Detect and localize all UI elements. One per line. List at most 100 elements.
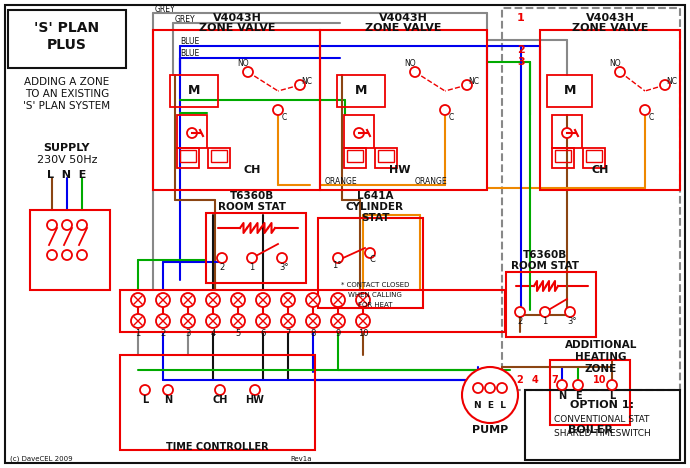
Text: L: L [142,395,148,405]
Text: ZONE: ZONE [585,364,617,374]
Circle shape [540,307,550,317]
Circle shape [131,293,145,307]
Bar [344,115,374,148]
Bar [211,150,227,162]
Text: ROOM STAT: ROOM STAT [511,261,579,271]
Bar [583,148,605,168]
Bar [552,115,582,148]
Text: 3°: 3° [279,263,288,271]
Circle shape [273,105,283,115]
Text: 3°: 3° [567,316,577,326]
Circle shape [281,314,295,328]
Text: 2: 2 [517,375,524,385]
Circle shape [256,293,270,307]
Text: SHARED TIMESWITCH: SHARED TIMESWITCH [553,429,651,438]
Text: HW: HW [389,165,411,175]
Text: BLUE: BLUE [180,50,199,58]
Text: CH: CH [213,395,228,405]
Bar [320,30,487,190]
Text: 2: 2 [517,45,525,55]
Text: 4: 4 [210,329,215,337]
Circle shape [497,383,507,393]
Circle shape [356,293,370,307]
Text: FOR HEAT: FOR HEAT [357,302,392,308]
Text: NC: NC [667,76,678,86]
Text: ORANGE: ORANGE [415,176,448,185]
Text: T6360B: T6360B [230,191,274,201]
Text: 2: 2 [219,263,225,271]
Text: 10: 10 [357,329,368,337]
Bar [177,148,199,168]
Text: 5: 5 [235,329,241,337]
Text: 9: 9 [335,329,341,337]
Text: 1: 1 [542,316,548,326]
Text: V4043H: V4043H [379,13,427,23]
Text: BLUE: BLUE [180,37,199,46]
Text: L  N  E: L N E [48,170,87,180]
Text: NC: NC [469,76,480,86]
Text: GREY: GREY [155,6,176,15]
Text: 1°: 1° [333,262,342,271]
Text: N: N [164,395,172,405]
Text: NO: NO [237,58,249,67]
Text: 10: 10 [593,375,607,385]
Circle shape [331,293,345,307]
Text: OPTION 1:: OPTION 1: [570,400,634,410]
Bar [208,148,230,168]
Circle shape [250,385,260,395]
Circle shape [607,380,617,390]
Text: 6: 6 [260,329,266,337]
Text: NO: NO [609,58,621,67]
Text: NC: NC [302,76,313,86]
Text: 1: 1 [517,13,525,23]
Bar [30,210,110,290]
Circle shape [231,314,245,328]
Text: HW: HW [246,395,264,405]
Text: V4043H: V4043H [213,13,262,23]
Bar [552,148,574,168]
Circle shape [215,385,225,395]
Text: BOILER: BOILER [568,425,613,435]
Bar [586,150,602,162]
Text: ZONE VALVE: ZONE VALVE [199,23,275,33]
Text: L641A: L641A [357,191,393,201]
Circle shape [206,314,220,328]
Circle shape [163,385,173,395]
Bar [318,218,423,308]
Bar [177,115,207,148]
Text: 8: 8 [310,329,316,337]
Text: 3: 3 [186,329,190,337]
Text: ZONE VALVE: ZONE VALVE [365,23,441,33]
Text: M: M [564,85,576,97]
Text: NO: NO [404,58,416,67]
Text: C: C [649,114,653,123]
Text: 7: 7 [551,375,558,385]
Bar [180,150,196,162]
Text: Rev1a: Rev1a [290,456,311,462]
Text: 'S' PLAN: 'S' PLAN [34,21,99,35]
Text: 230V 50Hz: 230V 50Hz [37,155,97,165]
Circle shape [333,253,343,263]
Text: 3: 3 [518,57,525,67]
Text: N: N [558,391,566,401]
Text: 1: 1 [135,329,141,337]
Circle shape [354,128,364,138]
Bar [153,30,320,190]
Circle shape [410,67,420,77]
Bar [525,390,680,460]
Text: ADDING A ZONE: ADDING A ZONE [24,77,110,87]
Bar [502,8,680,390]
Bar [206,213,306,283]
Text: TIME CONTROLLER: TIME CONTROLLER [166,442,268,452]
Bar [550,360,630,425]
Circle shape [573,380,583,390]
Circle shape [47,250,57,260]
Text: M: M [188,85,200,97]
Text: 2: 2 [518,316,522,326]
Bar [547,75,592,107]
Circle shape [615,67,625,77]
Text: TO AN EXISTING: TO AN EXISTING [25,89,109,99]
Circle shape [306,293,320,307]
Text: GREY: GREY [175,15,196,24]
Text: CH: CH [591,165,609,175]
